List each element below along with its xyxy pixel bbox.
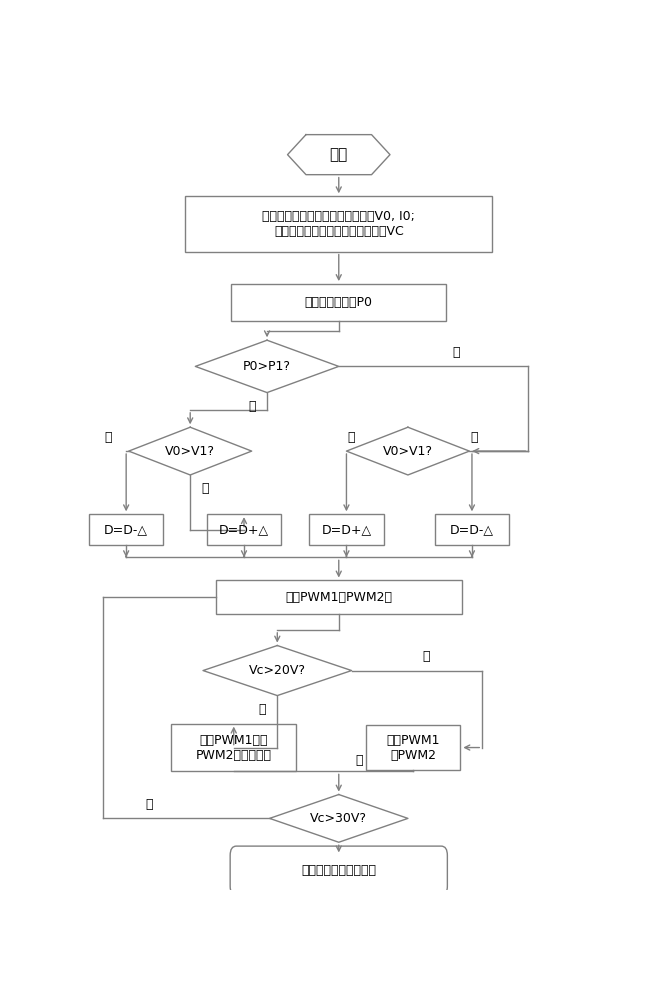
Text: 计算出实时功率P0: 计算出实时功率P0 bbox=[305, 296, 373, 309]
Text: V0>V1?: V0>V1? bbox=[165, 445, 215, 458]
Bar bbox=[215, 580, 461, 614]
Text: 否: 否 bbox=[145, 798, 153, 811]
Bar bbox=[231, 284, 446, 321]
Text: 是: 是 bbox=[348, 431, 356, 444]
Bar bbox=[435, 514, 509, 545]
Bar bbox=[309, 514, 383, 545]
Text: V0>V1?: V0>V1? bbox=[383, 445, 433, 458]
Text: P0>P1?: P0>P1? bbox=[243, 360, 291, 373]
Text: Vc>20V?: Vc>20V? bbox=[249, 664, 306, 677]
Bar bbox=[185, 196, 492, 252]
Text: 断开继电器，结束充电: 断开继电器，结束充电 bbox=[301, 864, 376, 877]
Text: 否: 否 bbox=[471, 431, 479, 444]
Text: 更新PWM1和PWM2波: 更新PWM1和PWM2波 bbox=[286, 591, 392, 604]
Bar bbox=[171, 724, 297, 771]
Text: 是: 是 bbox=[356, 754, 363, 767]
Text: 否: 否 bbox=[453, 346, 460, 359]
Bar bbox=[366, 725, 461, 770]
Text: D=D-△: D=D-△ bbox=[450, 523, 494, 536]
Bar bbox=[89, 514, 163, 545]
Text: 输出PWM1同时
PWM2置为高电平: 输出PWM1同时 PWM2置为高电平 bbox=[196, 734, 272, 762]
Text: 否: 否 bbox=[422, 650, 430, 663]
Text: D=D+△: D=D+△ bbox=[321, 523, 371, 536]
Text: 是: 是 bbox=[104, 431, 112, 444]
Text: 否: 否 bbox=[202, 482, 210, 495]
Text: 测量太阳能电池板输出电压和电流V0, I0;
并实时监测超级电容器所存储电压VC: 测量太阳能电池板输出电压和电流V0, I0; 并实时监测超级电容器所存储电压VC bbox=[262, 210, 415, 238]
Text: 开始: 开始 bbox=[330, 147, 348, 162]
Bar bbox=[207, 514, 281, 545]
Text: D=D+△: D=D+△ bbox=[219, 523, 269, 536]
Text: 输出PWM1
和PWM2: 输出PWM1 和PWM2 bbox=[386, 734, 440, 762]
Text: Vc>30V?: Vc>30V? bbox=[310, 812, 368, 825]
Text: D=D-△: D=D-△ bbox=[104, 523, 148, 536]
Text: 是: 是 bbox=[258, 703, 266, 716]
Text: 是: 是 bbox=[248, 400, 255, 413]
